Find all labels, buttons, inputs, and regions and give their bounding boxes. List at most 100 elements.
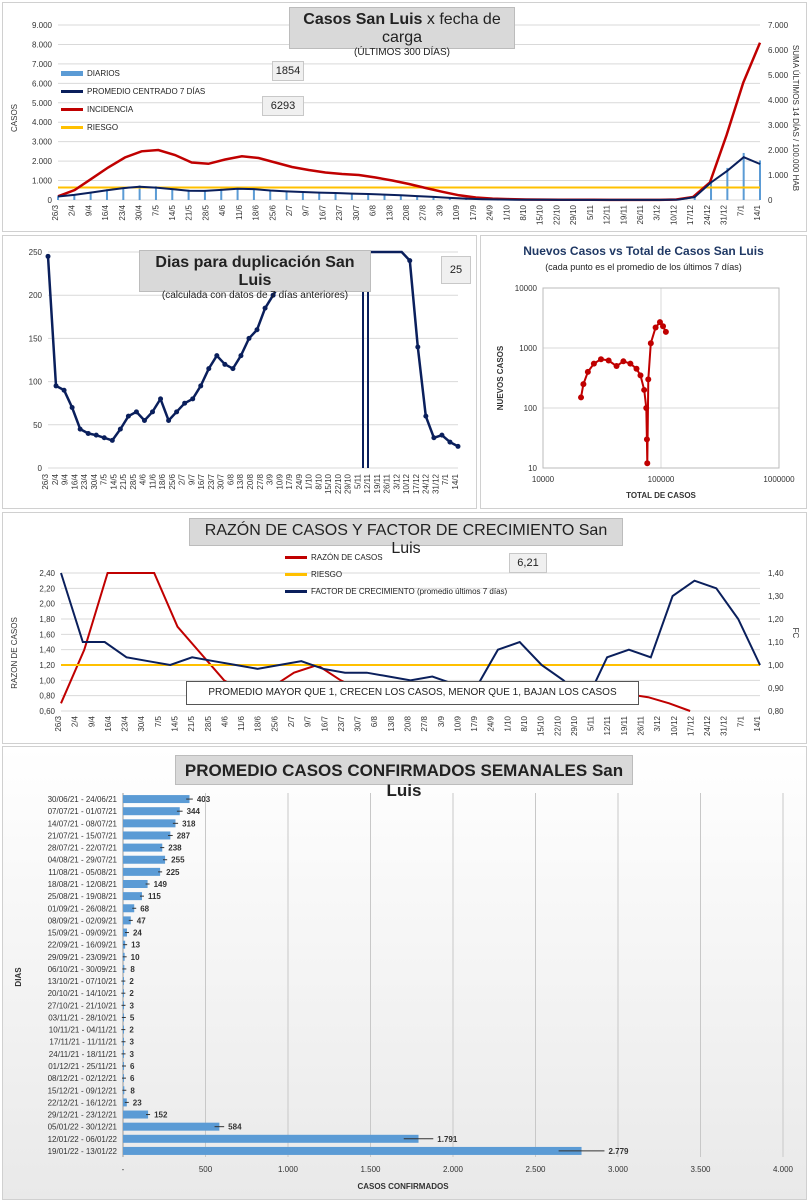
doubling-point <box>93 432 99 438</box>
bar-value-label: 47 <box>137 916 146 925</box>
x-tick-label: 28/5 <box>204 715 213 731</box>
x-tick-label: 18/6 <box>252 204 261 220</box>
doubling-point <box>246 335 252 341</box>
doubling-point <box>109 437 115 443</box>
case-ratio-chart: 2,40 2,20 2,00 1,80 1,60 1,40 1,20 1,00 0,80 0,60… <box>2 512 807 744</box>
daily-bar <box>432 196 435 200</box>
scatter-point <box>633 365 640 372</box>
x-tick-label: 30/7 <box>217 473 226 489</box>
y-tick-label: 0 <box>38 464 43 473</box>
bar-value-label: 344 <box>187 807 201 816</box>
y-tick-label: 0,60 <box>39 707 55 716</box>
doubling-point <box>407 258 413 264</box>
x-tick-label: 12/11 <box>603 715 612 735</box>
category-label: 10/11/21 - 04/11/21 <box>49 1026 118 1035</box>
x-tick-label: 5/11 <box>353 473 362 489</box>
y-tick-label: 250 <box>29 248 43 257</box>
scatter-point <box>662 328 669 335</box>
daily-bar <box>105 189 108 200</box>
daily-bar <box>252 188 255 200</box>
category-label: 04/08/21 - 29/07/21 <box>48 856 118 865</box>
x-tick-label: 18/6 <box>158 473 167 489</box>
y-tick-label: 50 <box>33 421 42 430</box>
x-tick-label: 16/7 <box>318 204 327 220</box>
x-tick-label: 20/8 <box>404 715 413 731</box>
category-label: 28/07/21 - 22/07/21 <box>48 844 118 853</box>
growth-line <box>60 572 761 706</box>
legend-risk: RIESGO <box>285 570 342 579</box>
doubling-point <box>77 426 83 432</box>
x-tick-label: 10/9 <box>452 204 461 220</box>
legend-daily: DIARIOS <box>61 69 120 78</box>
daily-bar <box>742 152 745 200</box>
x-tick-label: 8/10 <box>314 473 323 489</box>
scatter-point <box>620 358 627 365</box>
category-label: 24/11/21 - 18/11/21 <box>49 1050 118 1059</box>
category-label: 14/07/21 - 08/07/21 <box>48 819 118 828</box>
y-tick-label: 0 <box>48 196 53 205</box>
x-tick-label: 3/12 <box>653 204 662 220</box>
category-label: 29/12/21 - 23/12/21 <box>48 1111 118 1120</box>
y-tick-label: 150 <box>29 334 43 343</box>
x-tick-label: 24/12 <box>422 473 431 494</box>
category-label: 12/01/22 - 06/01/22 <box>48 1135 118 1144</box>
x-tick-label: 23/7 <box>335 204 344 220</box>
daily-bar <box>269 189 272 200</box>
y2-tick-label: 1,10 <box>768 638 784 647</box>
x-tick-label: 24/12 <box>703 204 712 225</box>
category-label: 18/08/21 - 12/08/21 <box>48 880 118 889</box>
x-tick-label: 14/5 <box>168 204 177 220</box>
x-tick-label: 17/9 <box>285 473 294 489</box>
x-tick-label: 22/10 <box>552 204 561 225</box>
daily-value-box: 1854 <box>272 61 304 81</box>
bar-value-label: 3 <box>129 1001 134 1010</box>
x-tick-label: 29/10 <box>569 204 578 225</box>
x-tick-label: 2/4 <box>51 473 60 485</box>
x-tick-label: 7/5 <box>100 473 109 485</box>
x-tick-label: 21/5 <box>187 715 196 731</box>
x-tick-label: 3/12 <box>392 473 401 489</box>
weekly-bar <box>123 807 180 816</box>
scatter-point <box>645 376 652 383</box>
category-label: 06/10/21 - 30/09/21 <box>48 965 118 974</box>
x-tick-label: 30/4 <box>90 473 99 489</box>
x-tick-label: 11/6 <box>148 473 157 489</box>
y-axis-label: NUEVOS CASOS <box>496 345 505 410</box>
category-label: 08/09/21 - 02/09/21 <box>48 916 118 925</box>
chart-title: PROMEDIO CASOS CONFIRMADOS SEMANALES San… <box>184 761 624 800</box>
scatter-point <box>605 357 612 364</box>
y2-tick-label: 2.000 <box>768 146 789 155</box>
weekly-bar <box>123 1122 220 1131</box>
y-tick-label: 1,60 <box>39 630 55 639</box>
doubling-point <box>45 253 51 259</box>
chart-subtitle: (calculada con datos de 7 días anteriore… <box>161 290 349 301</box>
x-tick-label: 14/1 <box>753 715 762 731</box>
x-tick-label: 1.000 <box>278 1165 299 1174</box>
x-tick-label: 30/7 <box>352 204 361 220</box>
x-tick-label: 20/8 <box>402 204 411 220</box>
x-tick-label: 16/4 <box>104 715 113 731</box>
y2-tick-label: 5.000 <box>768 71 789 80</box>
y2-tick-label: 1,00 <box>768 661 784 670</box>
daily-bar <box>138 185 141 200</box>
scatter-point <box>578 394 585 401</box>
bar-value-label: 8 <box>130 965 135 974</box>
category-label: 01/09/21 - 26/08/21 <box>48 904 118 913</box>
x-tick-label: 5/11 <box>586 204 595 220</box>
x-tick-label: 13/8 <box>236 473 245 489</box>
doubling-point <box>423 413 429 419</box>
category-label: 30/06/21 - 24/06/21 <box>48 795 118 804</box>
daily-bar <box>318 191 321 200</box>
x-tick-label: 1000000 <box>763 475 795 484</box>
x-tick-label: 23/4 <box>121 715 130 731</box>
doubling-point <box>61 387 67 393</box>
daily-bar <box>367 193 370 200</box>
daily-bar <box>57 196 59 200</box>
x-tick-label: 1/10 <box>502 204 511 220</box>
daily-bar <box>759 160 761 200</box>
scatter-point <box>580 381 587 388</box>
x-tick-label: 2.500 <box>525 1165 546 1174</box>
y-tick-label: 10000 <box>515 284 538 293</box>
y-axis-label: CASOS <box>10 104 19 132</box>
daily-bar <box>89 191 92 200</box>
